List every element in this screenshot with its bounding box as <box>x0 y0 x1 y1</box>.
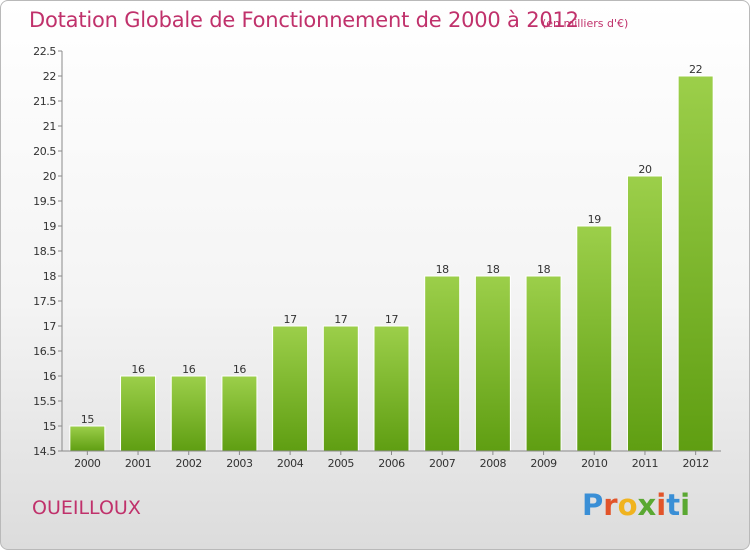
bar-value-label: 18 <box>537 263 551 276</box>
y-tick-label: 20.5 <box>33 145 56 158</box>
y-tick-label: 15 <box>43 420 57 433</box>
x-tick-label: 2008 <box>480 457 507 470</box>
bar-value-label: 17 <box>334 313 348 326</box>
bar <box>69 425 106 452</box>
bar-value-label: 16 <box>131 363 145 376</box>
bar <box>272 325 309 452</box>
x-tick-label: 2001 <box>125 457 151 470</box>
bar <box>626 175 663 452</box>
x-tick-label: 2003 <box>226 457 253 470</box>
commune-name: OUEILLOUX <box>32 497 141 519</box>
y-tick-label: 18.5 <box>33 245 56 258</box>
x-tick-label: 2007 <box>429 457 456 470</box>
proxiti-logo[interactable]: Proxiti <box>582 488 691 522</box>
y-tick-label: 20 <box>43 170 57 183</box>
x-tick-label: 2006 <box>378 457 405 470</box>
bar-value-label: 15 <box>81 413 95 426</box>
y-tick-label: 16 <box>43 370 57 383</box>
bar-value-label: 17 <box>284 313 298 326</box>
y-tick-label: 22.5 <box>33 45 56 58</box>
bar-value-label: 16 <box>233 363 247 376</box>
y-tick-label: 19.5 <box>33 195 56 208</box>
chart-title: Dotation Globale de Fonctionnement de 20… <box>29 8 579 32</box>
bar-value-label: 17 <box>385 313 399 326</box>
y-tick-label: 14.5 <box>33 445 56 458</box>
y-tick-label: 21 <box>43 120 56 133</box>
x-axis: 2000 2001 2002 2003 2004 2005 2006 2007 2008 2009… <box>62 450 721 470</box>
bar <box>525 275 562 452</box>
y-tick-label: 16.5 <box>33 345 56 358</box>
bar <box>373 325 410 452</box>
x-tick-label: 2004 <box>277 457 304 470</box>
bar <box>474 275 511 452</box>
x-tick-label: 2002 <box>176 457 202 470</box>
x-tick-label: 2005 <box>328 457 355 470</box>
bar-value-label: 18 <box>436 263 450 276</box>
bars-group: 15 16 16 16 17 17 17 18 18 18 19 20 22 <box>69 63 714 452</box>
y-axis: 14.5 15 15.5 16 16.5 17 17.5 18 18.5 19 19.5 20 20.5… <box>33 45 63 458</box>
bar-value-label: 22 <box>689 63 702 76</box>
bar-value-label: 18 <box>486 263 500 276</box>
bar <box>576 225 613 452</box>
bar <box>677 75 714 452</box>
y-tick-label: 21.5 <box>33 95 56 108</box>
y-tick-label: 19 <box>43 220 57 233</box>
x-tick-label: 2000 <box>74 457 101 470</box>
bar-value-label: 19 <box>588 213 602 226</box>
y-tick-label: 22 <box>43 70 56 83</box>
bar <box>221 375 258 452</box>
bar-value-label: 20 <box>638 163 652 176</box>
y-tick-label: 18 <box>43 270 57 283</box>
x-tick-label: 2009 <box>530 457 557 470</box>
y-tick-label: 15.5 <box>33 395 56 408</box>
bar <box>424 275 461 452</box>
x-tick-label: 2010 <box>581 457 608 470</box>
x-tick-label: 2012 <box>682 457 708 470</box>
bar <box>120 375 157 452</box>
x-tick-label: 2011 <box>632 457 658 470</box>
chart-subtitle: (en milliers d'€) <box>542 17 629 30</box>
y-tick-label: 17.5 <box>33 295 56 308</box>
bar <box>322 325 359 452</box>
y-tick-label: 17 <box>43 320 57 333</box>
bar-value-label: 16 <box>182 363 196 376</box>
bar <box>170 375 207 452</box>
